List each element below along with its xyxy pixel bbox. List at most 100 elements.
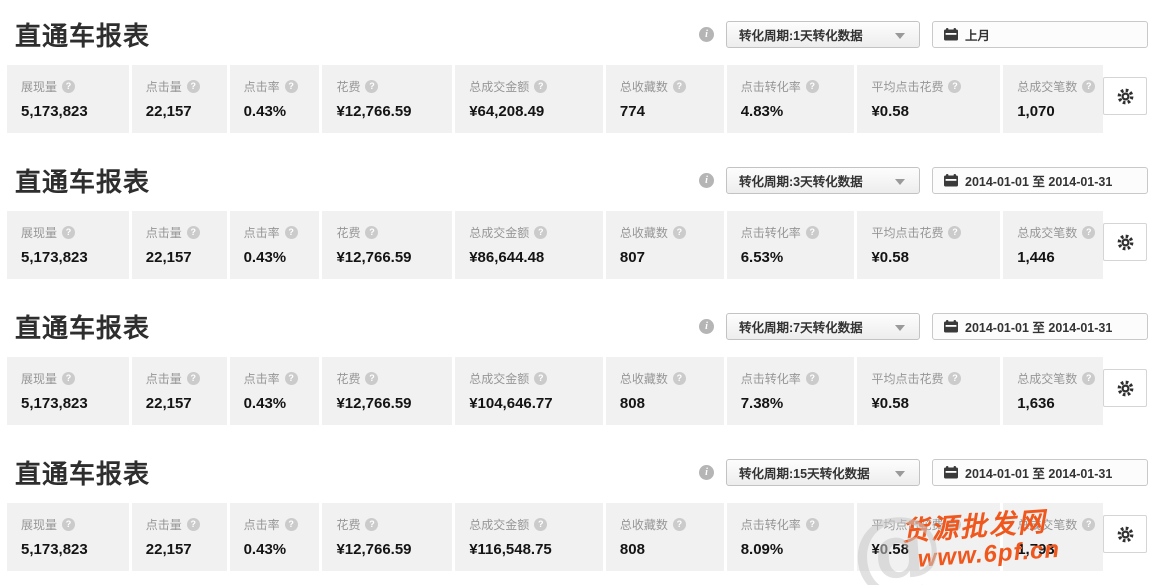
stat-label-text: 点击率 [243,226,280,240]
stat-label-text: 花费 [336,226,361,240]
date-range-button[interactable]: 2014-01-01 至 2014-01-31 [932,458,1148,486]
date-range-button[interactable]: 2014-01-01 至 2014-01-31 [932,312,1148,340]
stat-cell: 点击量 ? 22,157 [131,357,227,425]
stat-cell: 点击转化率 ? 7.38% [726,357,855,425]
help-icon[interactable]: ? [672,372,686,385]
section-title: 直通车报表 [15,458,151,489]
stat-label: 点击量 ? [146,78,227,95]
help-icon[interactable]: ? [1082,226,1096,239]
chevron-down-icon [895,178,905,185]
stat-label-text: 总成交金额 [469,518,530,532]
help-icon[interactable]: ? [62,80,76,93]
stats-bar: 展现量 ? 5,173,823 点击量 ? 22,157 点击率 ? 0.43%… [7,211,1148,279]
help-icon[interactable]: ? [1082,518,1096,531]
stat-label: 平均点击花费 ? [871,224,1000,241]
stat-value: 1,070 [1017,103,1055,120]
help-icon[interactable]: ? [534,226,548,239]
stat-value: ¥116,548.75 [469,541,552,558]
help-icon[interactable]: ? [1082,80,1096,93]
help-icon[interactable]: ? [62,226,76,239]
stat-label-text: 平均点击花费 [871,372,944,386]
stat-label-text: 总收藏数 [619,80,668,94]
conversion-period-dropdown[interactable]: 转化周期:15天转化数据 [726,458,920,486]
help-icon[interactable]: ? [365,372,379,385]
stat-label-text: 总成交金额 [469,80,530,94]
help-icon[interactable]: ? [672,518,686,531]
help-icon[interactable]: ? [284,226,298,239]
help-icon[interactable]: ? [365,226,379,239]
stat-cell: 点击量 ? 22,157 [131,211,227,279]
info-icon[interactable]: i [699,172,714,188]
stat-label: 点击率 ? [244,78,320,95]
help-icon[interactable]: ? [805,80,819,93]
date-range-button[interactable]: 上月 [932,20,1148,48]
stat-label: 展现量 ? [21,370,129,387]
help-icon[interactable]: ? [534,80,548,93]
help-icon[interactable]: ? [186,80,200,93]
stat-cell: 点击转化率 ? 4.83% [726,65,855,133]
stat-cell: 点击转化率 ? 6.53% [726,211,855,279]
help-icon[interactable]: ? [805,518,819,531]
help-icon[interactable]: ? [186,518,200,531]
dropdown-selected-label: 转化周期:15天转化数据 [739,466,870,481]
help-icon[interactable]: ? [284,518,298,531]
stat-value: ¥0.58 [871,395,909,412]
stat-label: 总收藏数 ? [620,516,724,533]
help-icon[interactable]: ? [62,518,76,531]
conversion-period-dropdown[interactable]: 转化周期:3天转化数据 [726,166,920,194]
stat-label: 花费 ? [336,370,452,387]
stat-value: 808 [619,395,645,412]
help-icon[interactable]: ? [672,226,686,239]
stat-cell: 总成交笔数 ? 1,446 [1003,211,1103,279]
stat-value: ¥64,208.49 [469,103,545,120]
help-icon[interactable]: ? [365,518,379,531]
help-icon[interactable]: ? [186,372,200,385]
stats-bar: 展现量 ? 5,173,823 点击量 ? 22,157 点击率 ? 0.43%… [7,357,1148,425]
stat-label-text: 展现量 [21,372,58,386]
help-icon[interactable]: ? [948,518,962,531]
help-icon[interactable]: ? [1082,372,1096,385]
date-range-button[interactable]: 2014-01-01 至 2014-01-31 [932,166,1148,194]
help-icon[interactable]: ? [62,372,76,385]
settings-button[interactable] [1103,223,1147,261]
help-icon[interactable]: ? [534,372,548,385]
help-icon[interactable]: ? [948,80,962,93]
stat-cell: 花费 ? ¥12,766.59 [322,357,453,425]
settings-button[interactable] [1103,369,1147,407]
stat-label-text: 花费 [336,80,361,94]
help-icon[interactable]: ? [948,372,962,385]
help-icon[interactable]: ? [534,518,548,531]
section-controls: i 转化周期:15天转化数据 2014-01-01 至 2014-0 [699,458,1148,486]
help-icon[interactable]: ? [284,372,298,385]
dropdown-selected-label: 转化周期:1天转化数据 [739,28,863,43]
help-icon[interactable]: ? [948,226,962,239]
report-section: 直通车报表 i 转化周期:3天转化数据 [0,146,1155,292]
stat-value: 5,173,823 [21,395,88,412]
info-icon[interactable]: i [699,318,714,334]
stat-label-text: 点击转化率 [740,372,801,386]
conversion-period-dropdown[interactable]: 转化周期:7天转化数据 [726,312,920,340]
stat-label-text: 花费 [336,518,361,532]
help-icon[interactable]: ? [805,226,819,239]
stat-label-text: 点击量 [145,372,182,386]
stats-bar: 展现量 ? 5,173,823 点击量 ? 22,157 点击率 ? 0.43%… [7,503,1148,571]
info-icon[interactable]: i [699,464,714,480]
stat-label-text: 总收藏数 [619,518,668,532]
info-icon[interactable]: i [699,26,714,42]
stat-label-text: 点击转化率 [740,518,801,532]
settings-button[interactable] [1103,515,1147,553]
gear-cell [1103,357,1148,425]
help-icon[interactable]: ? [284,80,298,93]
settings-button[interactable] [1103,77,1147,115]
stat-cell: 展现量 ? 5,173,823 [7,211,129,279]
help-icon[interactable]: ? [365,80,379,93]
stat-label: 总成交金额 ? [469,516,603,533]
stat-label: 点击转化率 ? [741,370,855,387]
dropdown-selected-label: 转化周期:7天转化数据 [739,320,863,335]
conversion-period-dropdown[interactable]: 转化周期:1天转化数据 [726,20,920,48]
help-icon[interactable]: ? [186,226,200,239]
help-icon[interactable]: ? [672,80,686,93]
stat-label-text: 总成交笔数 [1017,226,1078,240]
help-icon[interactable]: ? [805,372,819,385]
stat-label: 总收藏数 ? [620,224,724,241]
